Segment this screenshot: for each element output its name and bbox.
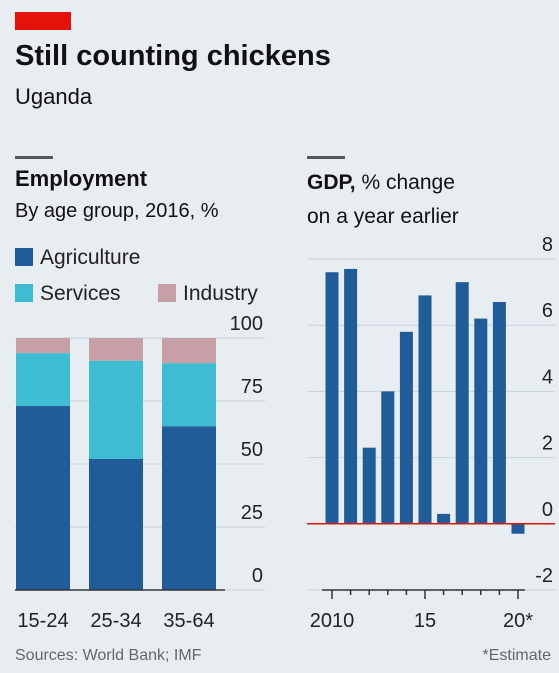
chart-subtitle: By age group, 2016, %	[15, 200, 219, 222]
chart-title: Employment	[15, 166, 148, 191]
x-tick-label: 15-24	[17, 610, 68, 632]
y-tick-label: 0	[252, 565, 263, 587]
bar	[399, 331, 413, 524]
bar	[437, 513, 451, 524]
legend-swatch	[15, 284, 33, 302]
source: Sources: World Bank; IMF	[15, 647, 202, 664]
bar	[344, 268, 358, 524]
y-tick-label: 75	[241, 376, 263, 398]
chart-heading: GDP, % change on a year earlier	[307, 166, 482, 234]
bar-segment	[89, 360, 143, 459]
chart-subtitle: % change on a year earlier	[307, 171, 459, 228]
legend-label: Services	[40, 282, 121, 305]
note: *Estimate	[482, 647, 551, 664]
legend-label: Agriculture	[40, 246, 140, 269]
bar	[362, 447, 376, 524]
x-tick-label: 35-64	[163, 610, 214, 632]
rule	[307, 156, 345, 159]
y-tick-label: 100	[230, 313, 263, 335]
bar	[455, 282, 469, 524]
subtitle: Uganda	[15, 84, 93, 109]
bar-segment	[16, 338, 70, 354]
y-tick-label: 50	[241, 439, 263, 461]
y-tick-label: 4	[542, 366, 553, 388]
bar	[418, 295, 432, 524]
y-tick-label: 2	[542, 433, 553, 455]
legend-swatch	[158, 284, 176, 302]
legend-label: Industry	[183, 282, 258, 305]
y-tick-label: 6	[542, 300, 553, 322]
bar	[381, 391, 395, 524]
y-tick-label: 8	[542, 234, 553, 256]
bar	[325, 272, 339, 524]
x-tick-label: 2010	[310, 610, 355, 632]
bar-segment	[16, 353, 70, 407]
x-tick-label: 15	[414, 610, 436, 632]
legend-swatch	[15, 248, 33, 266]
bar	[492, 302, 506, 524]
y-tick-label: -2	[535, 565, 553, 587]
bar	[511, 523, 525, 534]
bar-segment	[162, 363, 216, 427]
chart-title: GDP,	[307, 171, 356, 194]
bar-segment	[162, 338, 216, 364]
bar-segment	[16, 406, 70, 590]
y-tick-label: 25	[241, 502, 263, 524]
rule	[15, 156, 53, 159]
bar-segment	[89, 458, 143, 590]
x-tick-label: 20*	[503, 610, 533, 632]
bar-segment	[89, 338, 143, 361]
x-tick-label: 25-34	[90, 610, 141, 632]
bar	[474, 318, 488, 524]
bar-segment	[162, 426, 216, 590]
title: Still counting chickens	[15, 40, 331, 72]
y-tick-label: 0	[542, 499, 553, 521]
brand-bar	[15, 12, 71, 30]
